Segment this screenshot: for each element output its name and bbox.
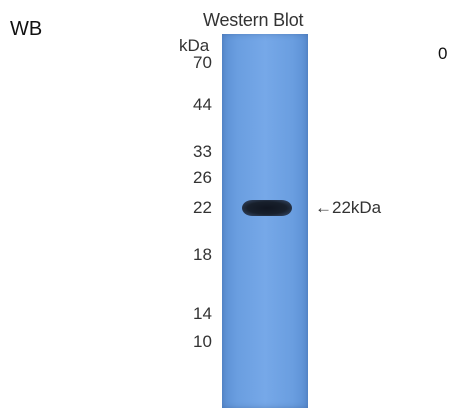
blot-title: Western Blot bbox=[203, 10, 304, 30]
panel-label: WB bbox=[10, 18, 43, 40]
marker-44: 44 bbox=[193, 95, 212, 114]
marker-70: 70 bbox=[193, 53, 212, 72]
marker-18: 18 bbox=[193, 245, 212, 264]
western-blot-figure: Western Blot kDa 70 44 33 26 22 18 14 10… bbox=[175, 8, 415, 408]
unit-label: kDa bbox=[179, 36, 210, 55]
marker-10: 10 bbox=[193, 332, 212, 351]
blot-lane bbox=[222, 34, 308, 408]
marker-22: 22 bbox=[193, 198, 212, 217]
panel-value: 0 bbox=[438, 44, 448, 63]
marker-14: 14 bbox=[193, 304, 212, 323]
protein-band bbox=[242, 200, 292, 216]
band-size-label: ←22kDa bbox=[315, 198, 382, 217]
marker-26: 26 bbox=[193, 168, 212, 187]
marker-33: 33 bbox=[193, 142, 212, 161]
